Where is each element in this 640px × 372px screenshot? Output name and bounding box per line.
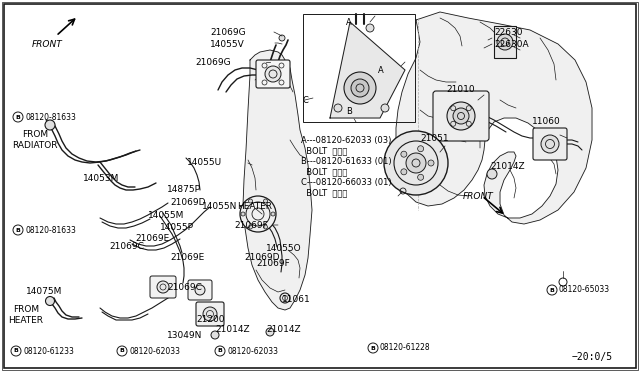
Text: B: B	[218, 349, 223, 353]
Text: B: B	[15, 228, 20, 232]
Text: FROM
HEATER: FROM HEATER	[8, 305, 44, 325]
Text: 21069E: 21069E	[135, 234, 169, 243]
Text: −20:0/5: −20:0/5	[572, 352, 612, 362]
Text: 21010: 21010	[446, 84, 475, 93]
Text: 21069F: 21069F	[234, 221, 268, 230]
Text: 21069D: 21069D	[170, 198, 205, 206]
Text: 14055M: 14055M	[148, 211, 184, 219]
Text: 21051: 21051	[420, 134, 449, 142]
Circle shape	[11, 346, 21, 356]
Text: FROM
RADIATOR: FROM RADIATOR	[12, 130, 58, 150]
Circle shape	[211, 331, 219, 339]
Circle shape	[13, 112, 23, 122]
Text: 21200: 21200	[196, 314, 225, 324]
Circle shape	[265, 66, 281, 82]
Text: 08120-62033: 08120-62033	[227, 346, 278, 356]
Text: A: A	[378, 65, 384, 74]
Text: 08120-81633: 08120-81633	[25, 112, 76, 122]
FancyBboxPatch shape	[196, 302, 224, 326]
Circle shape	[447, 102, 475, 130]
FancyBboxPatch shape	[433, 91, 489, 141]
Text: A---08120-62033 (03)
  BOLT  ボルト
B---08120-61633 (01)
  BOLT  ボルト
C---08120-6603: A---08120-62033 (03) BOLT ボルト B---08120-…	[301, 136, 392, 197]
Text: 14053M: 14053M	[83, 173, 120, 183]
Circle shape	[497, 34, 513, 50]
Circle shape	[406, 153, 426, 173]
Circle shape	[45, 120, 55, 130]
Circle shape	[45, 296, 54, 305]
Text: 21069D: 21069D	[244, 253, 280, 262]
Circle shape	[195, 285, 205, 295]
Text: 14075M: 14075M	[26, 288, 62, 296]
Text: 22630: 22630	[494, 28, 522, 36]
Bar	[494, 26, 516, 58]
Text: 21069C: 21069C	[167, 283, 202, 292]
Circle shape	[271, 212, 275, 216]
Text: 22630A: 22630A	[494, 39, 529, 48]
Circle shape	[368, 343, 378, 353]
Circle shape	[418, 146, 424, 152]
FancyBboxPatch shape	[256, 60, 290, 88]
FancyBboxPatch shape	[533, 128, 567, 160]
Circle shape	[334, 104, 342, 112]
Circle shape	[248, 199, 253, 203]
Circle shape	[248, 225, 253, 229]
Text: 08120-62033: 08120-62033	[129, 346, 180, 356]
Polygon shape	[243, 50, 312, 310]
Text: 21069G: 21069G	[210, 28, 246, 36]
Text: 21014Z: 21014Z	[490, 161, 525, 170]
Circle shape	[351, 79, 369, 97]
Circle shape	[344, 72, 376, 104]
Text: 11060: 11060	[532, 116, 561, 125]
Circle shape	[279, 35, 285, 41]
Text: 08120-61228: 08120-61228	[380, 343, 431, 353]
Circle shape	[487, 169, 497, 179]
Text: 21069C: 21069C	[109, 241, 144, 250]
Text: 14055N: 14055N	[202, 202, 237, 211]
Text: 14055P: 14055P	[160, 222, 194, 231]
Circle shape	[264, 199, 268, 203]
Text: 14055V: 14055V	[210, 39, 244, 48]
Circle shape	[13, 225, 23, 235]
Circle shape	[117, 346, 127, 356]
Circle shape	[428, 160, 434, 166]
Text: B: B	[550, 288, 554, 292]
Circle shape	[157, 281, 169, 293]
FancyBboxPatch shape	[188, 280, 212, 300]
Text: FRONT: FRONT	[463, 192, 493, 201]
Text: 13049N: 13049N	[167, 330, 202, 340]
Text: 14875P: 14875P	[167, 185, 201, 193]
Circle shape	[401, 151, 407, 157]
Text: B: B	[13, 349, 19, 353]
Polygon shape	[396, 12, 592, 224]
Circle shape	[418, 174, 424, 180]
Circle shape	[541, 135, 559, 153]
FancyBboxPatch shape	[150, 276, 176, 298]
Text: 11061: 11061	[282, 295, 311, 304]
Text: B: B	[120, 349, 124, 353]
Text: 21069F: 21069F	[256, 259, 290, 267]
Circle shape	[547, 285, 557, 295]
Text: A: A	[346, 17, 352, 26]
Circle shape	[366, 24, 374, 32]
Text: 21069E: 21069E	[170, 253, 204, 262]
Text: C: C	[302, 96, 308, 105]
Circle shape	[241, 212, 245, 216]
Circle shape	[401, 169, 407, 175]
Circle shape	[240, 196, 276, 232]
Text: 21014Z: 21014Z	[215, 324, 250, 334]
Circle shape	[280, 293, 290, 303]
Text: 08120-81633: 08120-81633	[25, 225, 76, 234]
Circle shape	[215, 346, 225, 356]
Text: 14055U: 14055U	[187, 157, 222, 167]
Text: B: B	[346, 106, 352, 115]
Circle shape	[264, 225, 268, 229]
Text: 08120-65033: 08120-65033	[559, 285, 610, 295]
Circle shape	[203, 307, 217, 321]
Bar	[303, 14, 415, 122]
Circle shape	[381, 104, 389, 112]
Text: 21069G: 21069G	[195, 58, 230, 67]
Circle shape	[453, 108, 469, 124]
Text: 21014Z: 21014Z	[266, 324, 301, 334]
Circle shape	[266, 328, 274, 336]
Circle shape	[384, 131, 448, 195]
